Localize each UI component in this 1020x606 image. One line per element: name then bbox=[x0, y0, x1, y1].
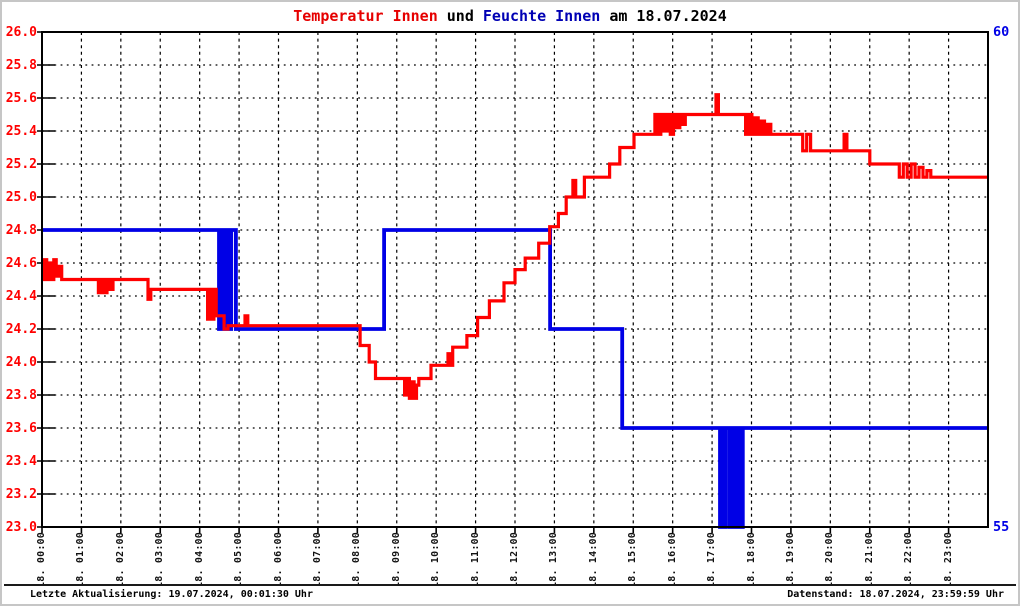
status-bar: Letzte Aktualisierung: 19.07.2024, 00:01… bbox=[4, 584, 1016, 602]
title-date: am 18.07.2024 bbox=[600, 7, 727, 25]
title-temperature-label: Temperatur Innen bbox=[293, 7, 438, 25]
plot-border bbox=[41, 31, 989, 528]
title-connector: und bbox=[437, 7, 483, 25]
data-timestamp-text: Datenstand: 18.07.2024, 23:59:59 Uhr bbox=[787, 588, 1004, 600]
plot-area bbox=[37, 31, 989, 533]
chart-title: Temperatur Innen und Feuchte Innen am 18… bbox=[2, 7, 1018, 25]
title-humidity-label: Feuchte Innen bbox=[482, 7, 601, 25]
last-update-text: Letzte Aktualisierung: 19.07.2024, 00:01… bbox=[30, 588, 313, 600]
temperature-line bbox=[42, 93, 988, 400]
